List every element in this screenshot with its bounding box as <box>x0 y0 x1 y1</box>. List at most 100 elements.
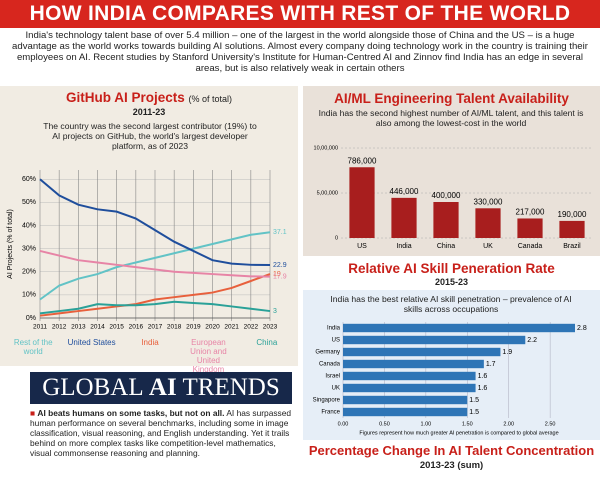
x-tick-label: 2016 <box>129 324 144 331</box>
series-line <box>39 231 271 301</box>
bar <box>475 208 501 238</box>
end-label: 17.9 <box>273 273 287 280</box>
category-label: US <box>332 338 340 344</box>
x-tick-label: 1.00 <box>420 421 431 427</box>
trends-word: AI <box>148 374 177 401</box>
value-label: 1.7 <box>486 361 496 368</box>
x-tick-label: 2012 <box>52 324 67 331</box>
value-label: 330,000 <box>474 197 503 206</box>
x-tick-label: Canada <box>518 243 543 250</box>
hbar-chart: 0.00 0.50 1.00 1.50 2.00 2.50 India 2.8 US 2.2 Ger… <box>313 322 587 436</box>
y-tick-label: 0% <box>26 315 36 322</box>
chart-note: The country was the second largest contr… <box>43 121 257 151</box>
x-tick-label: 2011 <box>33 324 47 331</box>
y-tick-label: 10% <box>22 292 36 299</box>
bar <box>517 218 543 238</box>
next-title: Percentage Change In AI Talent Concentra… <box>303 444 600 472</box>
trends-word: GLOBAL <box>42 374 143 401</box>
legend-entry: China <box>256 338 278 347</box>
y-tick-label: 0 <box>335 235 338 241</box>
legend: Rest of the world United States India Europ… <box>4 338 296 374</box>
chart-title: AI/ML Engineering Talent Availability <box>334 91 569 106</box>
y-tick-label: 60% <box>22 176 36 183</box>
y-tick-label: 30% <box>22 245 36 252</box>
value-label: 1.5 <box>469 409 479 416</box>
legend-entry: India <box>141 338 159 347</box>
category-label: UK <box>332 386 340 392</box>
bar <box>343 323 575 333</box>
x-tick-label: UK <box>483 243 493 250</box>
y-axis-label: AI Projects (% of total) <box>7 209 14 279</box>
y-tick-label: 10,00,000 <box>314 145 338 151</box>
x-tick-label: 2017 <box>148 324 163 331</box>
chart-note: India has the best relative AI skill pen… <box>330 294 572 314</box>
trends-title: GLOBAL AI TRENDS <box>30 372 292 404</box>
bullet-bold: AI beats humans on some tasks, but not o… <box>37 408 225 418</box>
legend-entry: European Union and United Kingdom <box>190 338 227 374</box>
category-label: Singapore <box>313 398 341 404</box>
value-label: 190,000 <box>558 210 587 219</box>
y-tick-label: 5,00,000 <box>317 190 338 196</box>
x-tick-label: US <box>357 243 367 250</box>
bar <box>391 197 417 238</box>
value-label: 1.6 <box>478 373 488 380</box>
x-tick-label: 1.50 <box>462 421 473 427</box>
intro-text: India's technology talent base of over 5… <box>12 30 588 74</box>
value-label: 2.8 <box>577 325 587 332</box>
bar <box>343 407 468 417</box>
x-tick-label: 2.50 <box>545 421 556 427</box>
chart-title: Relative AI Skill Peneration Rate <box>348 261 555 276</box>
bar-chart: 0 5,00,000 10,00,000 786,000 US 446,000 India 4… <box>314 145 593 250</box>
value-label: 786,000 <box>348 156 377 165</box>
chart-subtitle: 2015-23 <box>434 277 469 287</box>
series-line <box>39 300 271 315</box>
page-title: HOW INDIA COMPARES WITH REST OF THE WORL… <box>0 0 600 28</box>
value-label: 2.2 <box>527 337 537 344</box>
x-tick-label: 2018 <box>167 324 182 331</box>
value-label: 446,000 <box>390 187 419 196</box>
x-tick-label: 2022 <box>244 324 259 331</box>
value-label: 1.5 <box>469 397 479 404</box>
value-label: 1.9 <box>502 349 512 356</box>
next-title-text: Percentage Change In AI Talent Concentra… <box>308 443 595 458</box>
bar <box>343 395 468 405</box>
line-chart: 0% 10% 20% 30% 40% 50% 60% 2011 2012 2013 2014 2015… <box>7 170 287 331</box>
y-tick-label: 40% <box>22 222 36 229</box>
series-line <box>39 178 271 267</box>
y-tick-label: 50% <box>22 199 36 206</box>
value-label: 400,000 <box>432 191 461 200</box>
chart-subtitle: 2011-23 <box>132 107 166 117</box>
category-label: Canada <box>319 362 341 368</box>
end-label: 22.9 <box>273 262 287 269</box>
trends-text: ■ AI beats humans on some tasks, but not… <box>30 408 292 458</box>
end-label: 19 <box>273 271 281 278</box>
bar <box>343 383 476 393</box>
y-tick-label: 20% <box>22 269 36 276</box>
bar <box>343 347 501 357</box>
panel-title: GitHub AI Projects (% of total) <box>0 90 298 105</box>
bar <box>343 371 476 381</box>
category-label: Israel <box>325 374 340 380</box>
series-line <box>39 273 271 317</box>
x-tick-label: China <box>437 243 455 250</box>
chart-note: India has the second highest number of A… <box>318 108 584 128</box>
trends-word: TRENDS <box>182 374 280 401</box>
title-unit: (% of total) <box>188 94 233 104</box>
bar <box>343 359 484 369</box>
value-label: 1.6 <box>478 385 488 392</box>
category-label: Germany <box>315 350 340 356</box>
value-label: 217,000 <box>516 208 545 217</box>
bar <box>343 335 526 345</box>
bar <box>433 202 459 238</box>
end-label: 37.1 <box>273 229 287 236</box>
end-label: 3 <box>273 308 277 315</box>
x-tick-label: 2023 <box>263 324 278 331</box>
bullet-text: AI has surpassed human performance on se… <box>30 408 292 458</box>
legend-entry: United States <box>67 338 116 347</box>
x-tick-label: 2020 <box>205 324 220 331</box>
x-tick-label: India <box>396 243 411 250</box>
x-tick-label: 2021 <box>224 324 239 331</box>
x-tick-label: 2015 <box>109 324 124 331</box>
series-line <box>39 249 271 278</box>
